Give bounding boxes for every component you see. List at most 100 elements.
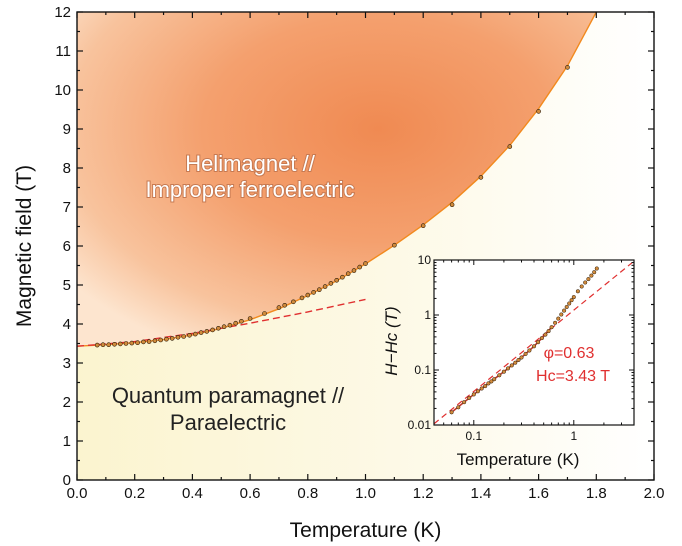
main-tick-labels: 0.0 0.2 0.4 0.6 0.8 1.0 1.2 1.4 1.6 1.8 2.00123456…	[54, 4, 664, 502]
data-point	[112, 341, 117, 347]
inset-data-point	[475, 389, 480, 394]
main-plot: 0.0 0.2 0.4 0.6 0.8 1.0 1.2 1.4 1.6 1.8 2.00123456…	[13, 4, 664, 542]
inset-x-tick-label: 0.1	[465, 429, 482, 443]
inset-data-point	[467, 395, 472, 401]
helimagnet-region	[77, 12, 597, 347]
inset-data-points	[449, 266, 599, 415]
y-tick-label: 12	[54, 4, 71, 21]
x-tick-label: 0.4	[182, 485, 203, 502]
inset-x-tick-label: 1	[570, 429, 577, 443]
inset-power-law-dashed-line	[434, 260, 634, 425]
data-point	[276, 305, 282, 310]
inset-data-point	[509, 363, 514, 368]
inset-data-point	[486, 381, 491, 386]
data-point	[100, 342, 106, 348]
data-point	[328, 281, 334, 286]
x-tick-label: 1.2	[413, 485, 434, 502]
inset-data-point	[489, 379, 494, 384]
x-tick-label: 2.0	[644, 485, 665, 502]
inset-data-point	[513, 360, 518, 365]
data-point	[146, 339, 152, 344]
helimagnet-label: Helimagnet // Improper ferroelectric	[144, 150, 355, 203]
data-point	[345, 271, 351, 277]
inset-data-point	[594, 266, 599, 271]
inset-data-point	[575, 289, 580, 294]
data-point	[233, 320, 238, 326]
data-point	[129, 340, 135, 346]
data-point	[152, 338, 158, 344]
y-tick-label: 2	[63, 394, 71, 411]
y-tick-label: 6	[63, 238, 71, 255]
data-point	[351, 268, 357, 273]
inset-data-point	[497, 373, 502, 378]
data-point	[106, 342, 111, 348]
y-tick-label: 10	[54, 82, 71, 99]
data-point	[507, 144, 513, 149]
data-point	[322, 284, 328, 289]
y-tick-label: 3	[63, 355, 71, 372]
data-point	[181, 334, 186, 339]
inset-x-axis-label: Temperature (K)	[457, 450, 580, 469]
data-point	[311, 290, 316, 295]
inset-y-tick-label: 0.1	[414, 363, 431, 377]
data-point	[169, 336, 175, 341]
main-x-axis-label: Temperature (K)	[290, 519, 442, 542]
paramagnet-label: Quantum paramagnet // Paraelectric	[112, 383, 345, 435]
data-point	[449, 202, 455, 207]
inset-data-point	[559, 312, 564, 317]
data-point	[392, 242, 397, 248]
inset-data-point	[519, 355, 524, 360]
main-axis-ticks	[76, 11, 655, 481]
helimagnet-label-line2: Improper ferroelectric	[145, 177, 354, 202]
inset-data-point	[579, 284, 584, 289]
main-data-points	[94, 65, 570, 348]
hc-annotation: Hc=3.43 T	[536, 368, 610, 385]
data-point	[262, 311, 267, 316]
inset-data-point	[516, 357, 521, 363]
paramagnet-label-line1: Quantum paramagnet //	[112, 383, 345, 408]
inset-y-tick-label: 1	[424, 308, 431, 322]
inset-data-point	[564, 304, 569, 310]
data-point	[94, 342, 100, 348]
inset-tick-labels: 0.1 1 0.01 0.1 1 10	[408, 253, 578, 443]
data-point	[221, 324, 227, 330]
data-point	[357, 264, 363, 270]
y-tick-label: 11	[55, 43, 71, 60]
data-point	[135, 340, 140, 346]
y-tick-label: 1	[63, 433, 71, 450]
inset-data-point	[549, 325, 554, 330]
phi-annotation: φ=0.63	[544, 345, 595, 362]
inset-data-point	[589, 273, 594, 278]
inset-data-point	[505, 366, 511, 371]
data-point	[291, 299, 296, 305]
inset-data-point	[583, 280, 588, 285]
helimagnet-label-line1: Helimagnet //	[185, 151, 316, 176]
inset-y-tick-label: 10	[418, 253, 432, 267]
data-point	[193, 331, 198, 337]
data-point	[210, 327, 215, 333]
data-point	[420, 223, 426, 228]
data-point	[282, 302, 288, 308]
data-point	[363, 261, 368, 266]
inset-data-point	[449, 410, 454, 415]
inset-data-point	[553, 320, 558, 325]
data-point	[187, 332, 192, 338]
y-tick-label: 8	[63, 160, 71, 177]
inset-data-point	[501, 369, 506, 374]
inset-data-point	[567, 301, 572, 306]
data-point	[478, 175, 484, 180]
inset-y-tick-label: 0.01	[408, 418, 432, 432]
x-tick-label: 1.4	[470, 485, 491, 502]
inset-data-point	[471, 392, 476, 397]
data-point	[247, 316, 253, 321]
data-point	[316, 287, 322, 293]
y-tick-label: 5	[63, 277, 71, 294]
inset-data-point	[523, 351, 528, 356]
main-y-axis-label: Magnetic field (T)	[13, 165, 36, 327]
inset-data-point	[527, 348, 532, 353]
data-point	[198, 330, 204, 335]
x-tick-label: 0.2	[124, 485, 145, 502]
inset-data-point	[462, 400, 467, 405]
